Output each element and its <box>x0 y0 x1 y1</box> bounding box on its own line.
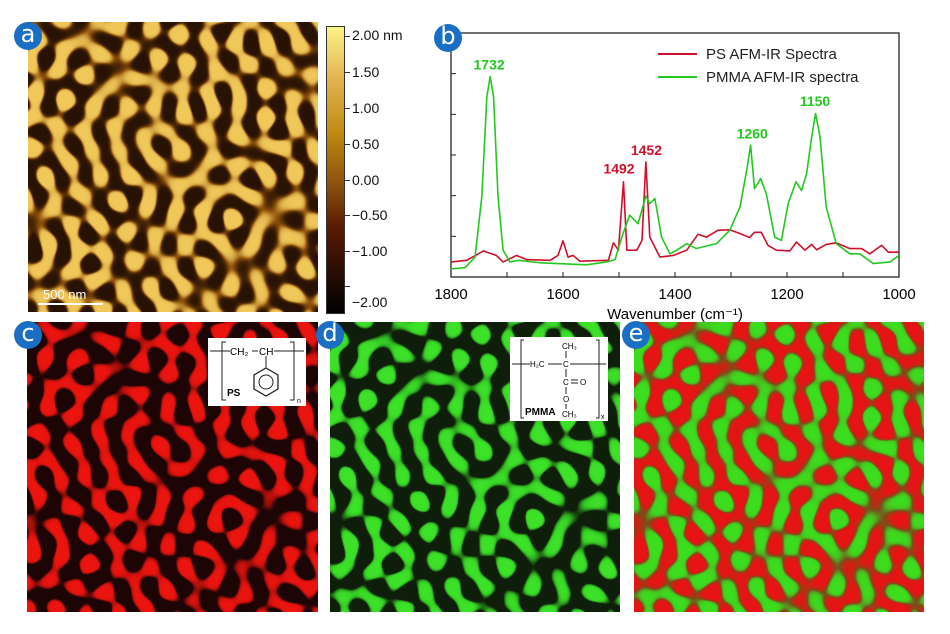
pmma-o-double-label: O <box>580 378 586 387</box>
colorbar <box>326 26 345 314</box>
ps-ch2-label: CH₂ <box>230 347 248 358</box>
ps-spectrum-line <box>450 161 899 263</box>
panel-label-a: a <box>14 22 42 50</box>
colorbar-label: −1.00 <box>352 243 388 259</box>
panel-label-c: c <box>14 321 42 349</box>
x-tick-label: 1200 <box>770 286 803 303</box>
colorbar-tick <box>345 215 350 216</box>
colorbar-tick <box>345 180 350 181</box>
scale-bar-label: 500 nm <box>43 287 87 302</box>
x-tick-label: 1000 <box>882 286 915 303</box>
panel-label-b: b <box>434 24 462 52</box>
colorbar-tick <box>345 36 350 37</box>
ps-ch-label: CH <box>259 347 273 358</box>
colorbar-label: 2.00 nm <box>352 27 403 43</box>
pmma-structure-inset: H₂C C CH₃ C O O CH₃ PMMA x <box>510 337 608 421</box>
colorbar-tick <box>345 286 350 287</box>
colorbar-label: −0.50 <box>352 207 388 223</box>
peak-label: 1260 <box>737 126 768 142</box>
afm-topography-image <box>28 22 318 312</box>
colorbar-label: −2.00 <box>352 294 388 310</box>
peak-label: 1452 <box>631 142 662 158</box>
x-tick-label: 1400 <box>658 286 691 303</box>
colorbar-tick <box>345 108 350 109</box>
afm-ir-spectra-chart: 1800 1600 1400 1200 1000 Wavenumber (cm⁻… <box>434 32 916 323</box>
ps-structure-inset: CH₂ CH PS n <box>208 338 306 406</box>
pmma-spectrum-line <box>450 75 900 270</box>
x-tick-label: 1600 <box>546 286 579 303</box>
legend-label-ps: PS AFM-IR Spectra <box>706 46 838 63</box>
x-axis-label: Wavenumber (cm⁻¹) <box>607 306 743 323</box>
pmma-o-label: O <box>563 395 569 404</box>
pmma-ch3-bottom-label: CH₃ <box>562 410 577 419</box>
colorbar-label: 0.00 <box>352 172 380 188</box>
peak-label: 1150 <box>800 93 831 109</box>
peak-label: 1492 <box>603 160 634 176</box>
pmma-c-label: C <box>563 360 569 369</box>
pmma-subscript: x <box>601 414 605 421</box>
panel-label-d: d <box>316 321 344 349</box>
peak-label: 1732 <box>474 57 505 73</box>
benzene-ring-icon <box>253 367 279 397</box>
pmma-h2c-label: H₂C <box>530 360 545 369</box>
overlay-ir-map-image <box>634 322 924 612</box>
colorbar-label: 0.50 <box>352 136 380 152</box>
colorbar-tick <box>345 144 350 145</box>
pmma-ch3-label: CH₃ <box>562 342 577 351</box>
scale-bar <box>38 303 103 305</box>
x-tick-label: 1800 <box>434 286 467 303</box>
legend-label-pmma: PMMA AFM-IR spectra <box>706 69 859 86</box>
colorbar-label: 1.00 <box>352 100 380 116</box>
colorbar-label: 1.50 <box>352 64 380 80</box>
pmma-structure-drawing: H₂C C CH₃ C O O CH₃ PMMA x <box>512 339 606 421</box>
ps-name-label: PS <box>227 388 241 399</box>
pmma-name-label: PMMA <box>525 407 556 418</box>
pmma-carbonyl-c-label: C <box>563 378 569 387</box>
ps-subscript: n <box>297 398 301 405</box>
ps-structure-drawing: CH₂ CH PS n <box>210 341 304 405</box>
colorbar-tick <box>345 251 350 252</box>
panel-label-e: e <box>622 321 650 349</box>
colorbar-tick <box>345 72 350 73</box>
